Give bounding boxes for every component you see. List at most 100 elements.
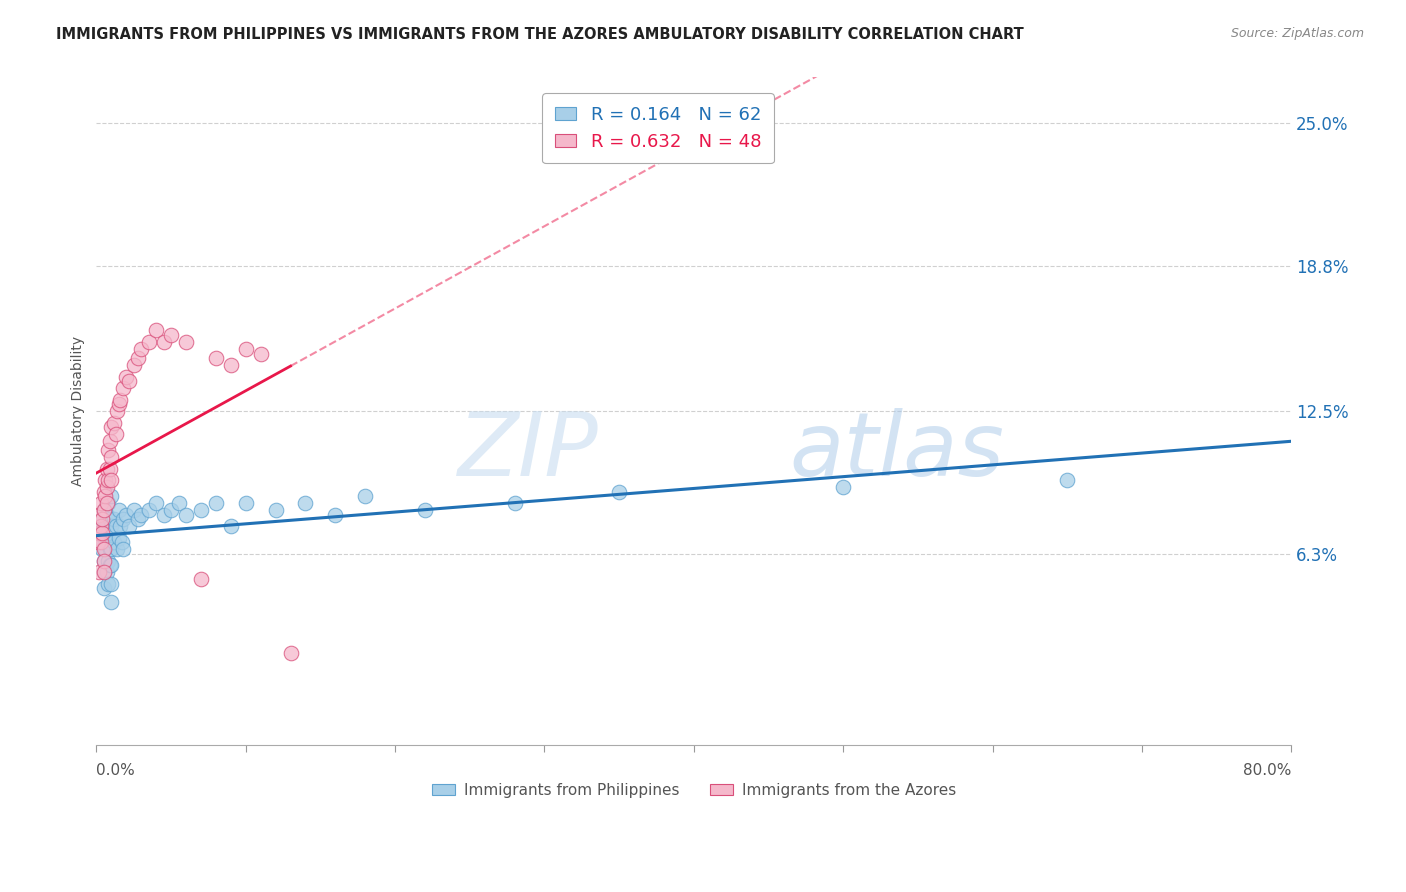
Point xyxy=(100,558,122,573)
Point xyxy=(91,512,114,526)
Point xyxy=(93,542,115,557)
Point xyxy=(219,519,242,533)
Point xyxy=(174,334,197,349)
Point xyxy=(413,503,436,517)
Point xyxy=(93,553,115,567)
Point xyxy=(93,503,115,517)
Point xyxy=(100,576,122,591)
Point xyxy=(138,334,160,349)
Point xyxy=(145,324,167,338)
Point xyxy=(93,484,115,499)
Point xyxy=(100,489,122,503)
Point xyxy=(89,525,111,540)
Text: ZIP: ZIP xyxy=(457,408,598,494)
Point xyxy=(264,503,287,517)
Point xyxy=(98,512,121,526)
Point xyxy=(104,427,127,442)
Point xyxy=(205,351,228,365)
Point xyxy=(90,519,112,533)
Point xyxy=(100,542,122,557)
Point xyxy=(94,473,117,487)
Point xyxy=(118,374,141,388)
Point xyxy=(105,542,128,557)
Y-axis label: Ambulatory Disability: Ambulatory Disability xyxy=(72,336,86,486)
Point xyxy=(100,450,122,464)
Point xyxy=(235,342,257,356)
Point xyxy=(104,519,127,533)
Point xyxy=(93,581,115,595)
Point xyxy=(91,512,114,526)
Point xyxy=(96,508,118,522)
Point xyxy=(96,565,118,579)
Point xyxy=(96,535,118,549)
Point xyxy=(111,535,134,549)
Legend: Immigrants from Philippines, Immigrants from the Azores: Immigrants from Philippines, Immigrants … xyxy=(426,776,962,804)
Point xyxy=(90,519,112,533)
Point xyxy=(1056,473,1078,487)
Point xyxy=(96,480,118,494)
Point xyxy=(152,508,174,522)
Point xyxy=(103,416,125,430)
Point xyxy=(103,535,125,549)
Point xyxy=(325,508,347,522)
Point xyxy=(93,531,115,545)
Point xyxy=(219,358,242,372)
Point xyxy=(89,508,111,522)
Point xyxy=(93,565,115,579)
Point xyxy=(127,351,149,365)
Point xyxy=(152,334,174,349)
Point xyxy=(122,503,145,517)
Point xyxy=(190,503,212,517)
Point xyxy=(93,553,115,567)
Point xyxy=(354,489,377,503)
Point xyxy=(122,358,145,372)
Point xyxy=(112,542,135,557)
Point xyxy=(105,404,128,418)
Point xyxy=(93,503,115,517)
Point xyxy=(145,496,167,510)
Point xyxy=(503,496,526,510)
Point xyxy=(97,473,120,487)
Point xyxy=(115,369,138,384)
Point xyxy=(294,496,316,510)
Point xyxy=(607,484,630,499)
Point xyxy=(98,542,121,557)
Point xyxy=(112,381,135,395)
Point xyxy=(160,503,183,517)
Point xyxy=(280,646,302,660)
Point xyxy=(100,595,122,609)
Point xyxy=(138,503,160,517)
Point xyxy=(107,531,129,545)
Point xyxy=(235,496,257,510)
Text: IMMIGRANTS FROM PHILIPPINES VS IMMIGRANTS FROM THE AZORES AMBULATORY DISABILITY : IMMIGRANTS FROM PHILIPPINES VS IMMIGRANT… xyxy=(56,27,1024,42)
Point xyxy=(129,342,152,356)
Point xyxy=(96,461,118,475)
Point xyxy=(94,519,117,533)
Point xyxy=(97,496,120,510)
Point xyxy=(118,519,141,533)
Point xyxy=(110,519,132,533)
Point xyxy=(97,525,120,540)
Point xyxy=(93,565,115,579)
Point xyxy=(91,542,114,557)
Point xyxy=(167,496,190,510)
Point xyxy=(94,489,117,503)
Text: atlas: atlas xyxy=(789,408,1004,494)
Point xyxy=(160,328,183,343)
Point xyxy=(91,525,114,540)
Point xyxy=(174,508,197,522)
Point xyxy=(89,535,111,549)
Point xyxy=(100,519,122,533)
Point xyxy=(90,525,112,540)
Point xyxy=(127,512,149,526)
Text: 80.0%: 80.0% xyxy=(1243,763,1291,778)
Point xyxy=(98,434,121,448)
Text: 0.0%: 0.0% xyxy=(97,763,135,778)
Point xyxy=(98,558,121,573)
Point xyxy=(129,508,152,522)
Point xyxy=(96,496,118,510)
Point xyxy=(205,496,228,510)
Point xyxy=(94,542,117,557)
Point xyxy=(100,420,122,434)
Point xyxy=(89,565,111,579)
